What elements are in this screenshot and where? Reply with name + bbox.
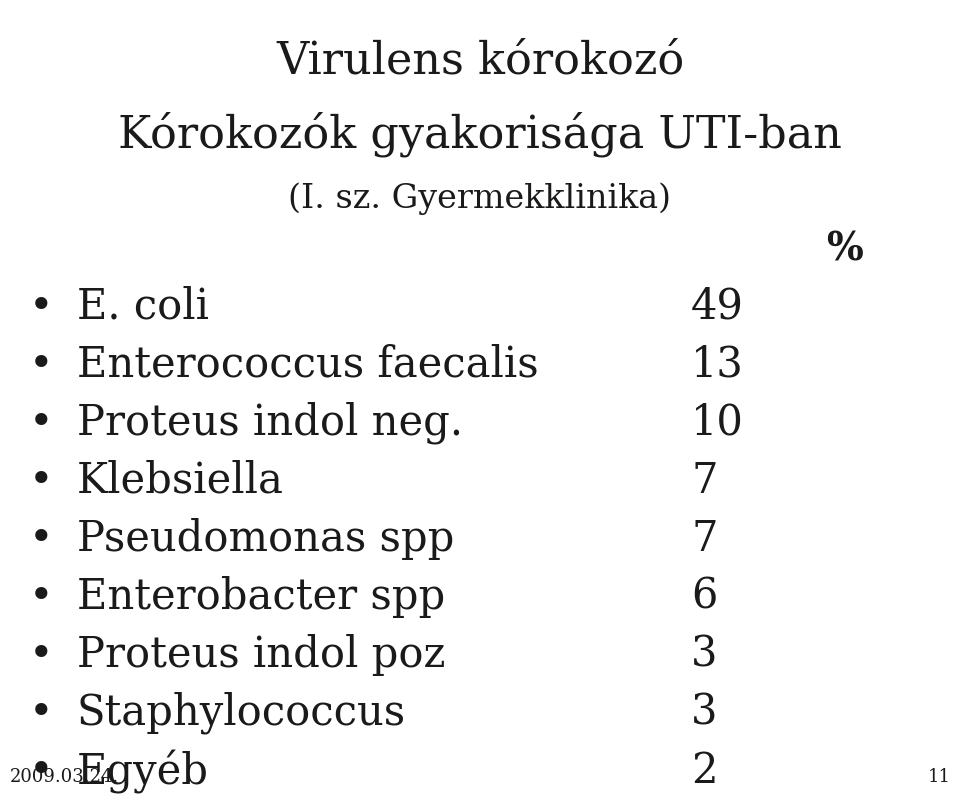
Text: 13: 13 [691, 344, 744, 386]
Text: •: • [29, 634, 54, 676]
Text: 3: 3 [691, 634, 718, 676]
Text: Virulens kórokozó: Virulens kórokozó [276, 40, 684, 83]
Text: (I. sz. Gyermekklinika): (I. sz. Gyermekklinika) [289, 183, 671, 215]
Text: Enterococcus faecalis: Enterococcus faecalis [77, 344, 539, 386]
Text: 49: 49 [691, 286, 744, 328]
Text: E. coli: E. coli [77, 286, 209, 328]
Text: 3: 3 [691, 692, 718, 734]
Text: Staphylococcus: Staphylococcus [77, 692, 406, 734]
Text: 6: 6 [691, 576, 717, 618]
Text: Kórokozók gyakorisága UTI-ban: Kórokozók gyakorisága UTI-ban [118, 111, 842, 156]
Text: •: • [29, 344, 54, 386]
Text: %: % [827, 230, 863, 268]
Text: Egyéb: Egyéb [77, 750, 209, 793]
Text: •: • [29, 750, 54, 792]
Text: Proteus indol neg.: Proteus indol neg. [77, 402, 463, 445]
Text: 7: 7 [691, 518, 718, 560]
Text: •: • [29, 460, 54, 502]
Text: •: • [29, 576, 54, 618]
Text: 2: 2 [691, 750, 718, 792]
Text: 10: 10 [691, 402, 744, 444]
Text: •: • [29, 518, 54, 560]
Text: Proteus indol poz: Proteus indol poz [77, 634, 445, 676]
Text: 7: 7 [691, 460, 718, 502]
Text: 11: 11 [927, 768, 950, 786]
Text: 2009.03.24.: 2009.03.24. [10, 768, 119, 786]
Text: •: • [29, 286, 54, 328]
Text: Enterobacter spp: Enterobacter spp [77, 576, 445, 618]
Text: •: • [29, 402, 54, 444]
Text: Pseudomonas spp: Pseudomonas spp [77, 518, 454, 560]
Text: •: • [29, 692, 54, 734]
Text: Klebsiella: Klebsiella [77, 460, 283, 502]
